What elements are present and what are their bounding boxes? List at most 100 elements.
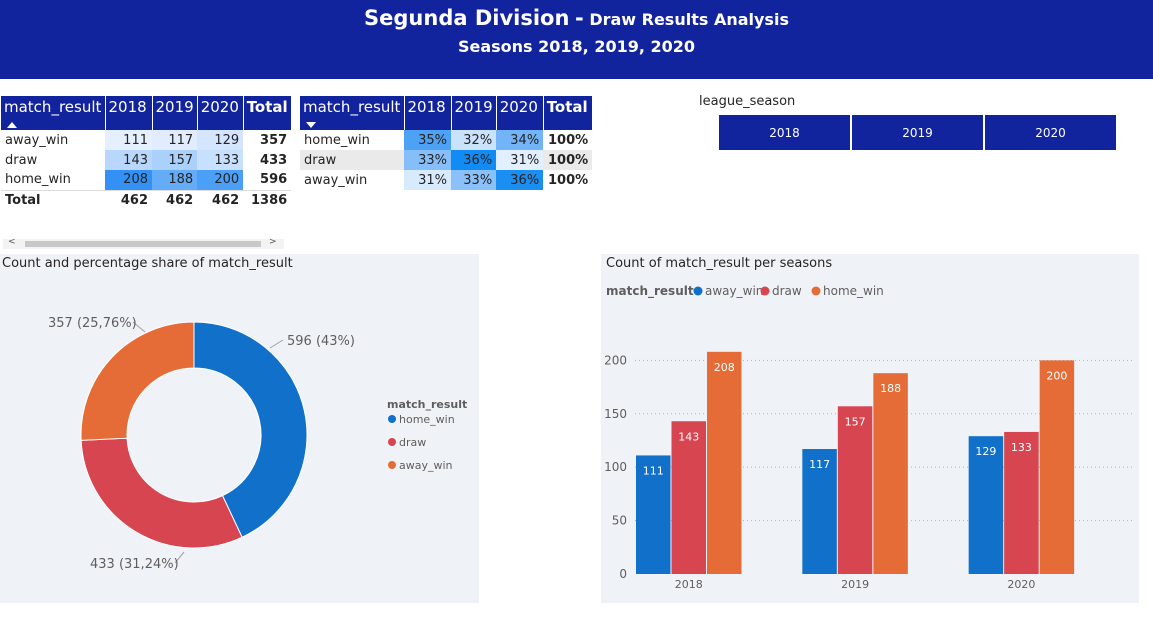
- table-row[interactable]: draw 143 157 133 433: [1, 150, 291, 170]
- col-header-2020[interactable]: 2020: [496, 96, 544, 130]
- col-header-2020[interactable]: 2020: [197, 96, 244, 130]
- bar-away_win-2018[interactable]: [636, 455, 671, 574]
- row-total: 596: [260, 172, 288, 188]
- table-cell: 462: [105, 189, 152, 210]
- row-label: draw: [300, 150, 404, 170]
- donut-leader-line: [269, 339, 284, 349]
- table-row[interactable]: home_win 35% 32% 34% 100%: [300, 130, 592, 150]
- scrollbar-thumb[interactable]: [25, 241, 261, 247]
- sort-ascending-icon[interactable]: [7, 122, 17, 128]
- table-total-row[interactable]: Total 462 462 462 1386: [1, 189, 292, 210]
- donut-legend-marker: [388, 415, 396, 423]
- col-header-2018[interactable]: 2018: [105, 96, 153, 130]
- bar-away_win-2020[interactable]: [968, 436, 1004, 574]
- bar-legend-label: draw: [772, 284, 802, 298]
- row-label: draw: [5, 152, 38, 168]
- row-label: home_win: [5, 172, 71, 188]
- table-cell: 462: [152, 189, 198, 210]
- table-cell: 33%: [404, 150, 451, 170]
- table-row[interactable]: away_win 111 117 129 357: [1, 130, 291, 150]
- donut-slice-home_win[interactable]: [193, 321, 308, 538]
- bar-draw-2019[interactable]: [837, 406, 873, 574]
- bar-x-tick-label: 2019: [841, 578, 869, 591]
- table-cell: 31%: [404, 170, 451, 190]
- sort-descending-icon[interactable]: [306, 122, 316, 128]
- table-horizontal-scrollbar[interactable]: < >: [3, 237, 284, 249]
- donut-leader-line: [174, 551, 185, 564]
- scroll-right-icon[interactable]: >: [269, 237, 277, 247]
- slicer-option-2019[interactable]: 2019: [852, 115, 983, 150]
- donut-chart-panel[interactable]: [0, 254, 479, 603]
- donut-legend-label: home_win: [399, 413, 455, 426]
- table-cell: 200: [197, 170, 244, 190]
- donut-slice-draw[interactable]: [80, 437, 243, 549]
- table-cell: 143: [105, 150, 152, 170]
- bar-data-label: 117: [809, 458, 830, 471]
- percentage-matrix-table[interactable]: match_result 2018 2019 2020 Total home_w…: [300, 96, 593, 190]
- title-sub: Draw Results Analysis: [589, 10, 789, 29]
- table-row[interactable]: draw 33% 36% 31% 100%: [300, 150, 593, 170]
- slicer-option-2018[interactable]: 2018: [719, 115, 850, 150]
- bar-away_win-2019[interactable]: [802, 449, 837, 574]
- bar-data-label: 208: [714, 361, 735, 374]
- bar-data-label: 200: [1046, 369, 1067, 382]
- report-title: Segunda Division - Draw Results Analysis: [0, 6, 1153, 30]
- table-cell: 111: [105, 130, 152, 150]
- donut-legend-marker: [388, 461, 396, 469]
- slicer-option-2020[interactable]: 2020: [985, 115, 1116, 150]
- row-label: away_win: [5, 132, 69, 148]
- table-cell: 33%: [451, 170, 497, 190]
- table-cell: 208: [105, 170, 152, 190]
- col-header-match-result[interactable]: match_result: [300, 96, 405, 130]
- donut-data-label: 433 (31,24%): [90, 557, 179, 572]
- table-cell: 117: [152, 130, 198, 150]
- bar-x-tick-label: 2018: [675, 578, 703, 591]
- row-label: Total: [1, 189, 105, 210]
- row-total: 100%: [543, 150, 593, 170]
- bar-data-label: 111: [643, 464, 664, 477]
- donut-chart-title: Count and percentage share of match_resu…: [2, 256, 293, 271]
- bar-draw-2020[interactable]: [1004, 431, 1039, 574]
- grand-total: 1386: [243, 189, 292, 210]
- donut-chart[interactable]: 596 (43%) 433 (31,24%) 357 (25,76%) match_r…: [0, 254, 479, 603]
- bar-data-label: 157: [845, 415, 866, 428]
- col-header-2019[interactable]: 2019: [451, 96, 497, 130]
- table-row[interactable]: away_win 31% 33% 36% 100%: [300, 170, 592, 190]
- bar-legend-label: home_win: [823, 284, 884, 298]
- donut-legend-title: match_result: [387, 398, 467, 411]
- table-cell: 36%: [496, 170, 544, 190]
- donut-legend-label: away_win: [399, 459, 453, 472]
- report-subtitle: Seasons 2018, 2019, 2020: [457, 37, 696, 56]
- row-total: 100%: [548, 172, 589, 188]
- bar-home_win-2018[interactable]: [707, 351, 742, 574]
- donut-data-label: 357 (25,76%): [48, 316, 137, 331]
- table-cell: 32%: [451, 130, 497, 150]
- title-main: Segunda Division: [364, 6, 570, 30]
- donut-slice-away_win[interactable]: [80, 321, 195, 441]
- bar-chart[interactable]: match_result away_win draw home_win 0 50 100 15…: [601, 254, 1139, 603]
- bar-legend-label: away_win: [705, 284, 763, 298]
- bar-chart-title: Count of match_result per seasons: [606, 256, 833, 271]
- bar-draw-2018[interactable]: [671, 421, 707, 574]
- table-cell: 34%: [496, 130, 544, 150]
- col-header-match-result[interactable]: match_result: [1, 96, 106, 130]
- col-header-total[interactable]: Total: [243, 96, 292, 130]
- bar-home_win-2020[interactable]: [1039, 360, 1075, 574]
- count-matrix-table[interactable]: match_result 2018 2019 2020 Total away_w…: [1, 96, 292, 210]
- bar-home_win-2019[interactable]: [873, 373, 908, 574]
- bar-y-tick-label: 100: [604, 460, 627, 474]
- col-header-2019[interactable]: 2019: [152, 96, 198, 130]
- bar-data-label: 143: [678, 430, 699, 443]
- bar-legend-title: match_result: [606, 284, 694, 299]
- donut-legend-marker: [388, 438, 396, 446]
- table-cell: 129: [197, 130, 244, 150]
- row-total: 433: [260, 152, 288, 168]
- table-cell: 188: [152, 170, 198, 190]
- col-header-total[interactable]: Total: [543, 96, 593, 130]
- col-header-2018[interactable]: 2018: [404, 96, 452, 130]
- table-row[interactable]: home_win 208 188 200 596: [1, 170, 291, 190]
- table-cell: 462: [197, 189, 244, 210]
- row-total: 100%: [548, 132, 589, 148]
- scroll-left-icon[interactable]: <: [8, 237, 16, 247]
- row-label: home_win: [304, 132, 370, 148]
